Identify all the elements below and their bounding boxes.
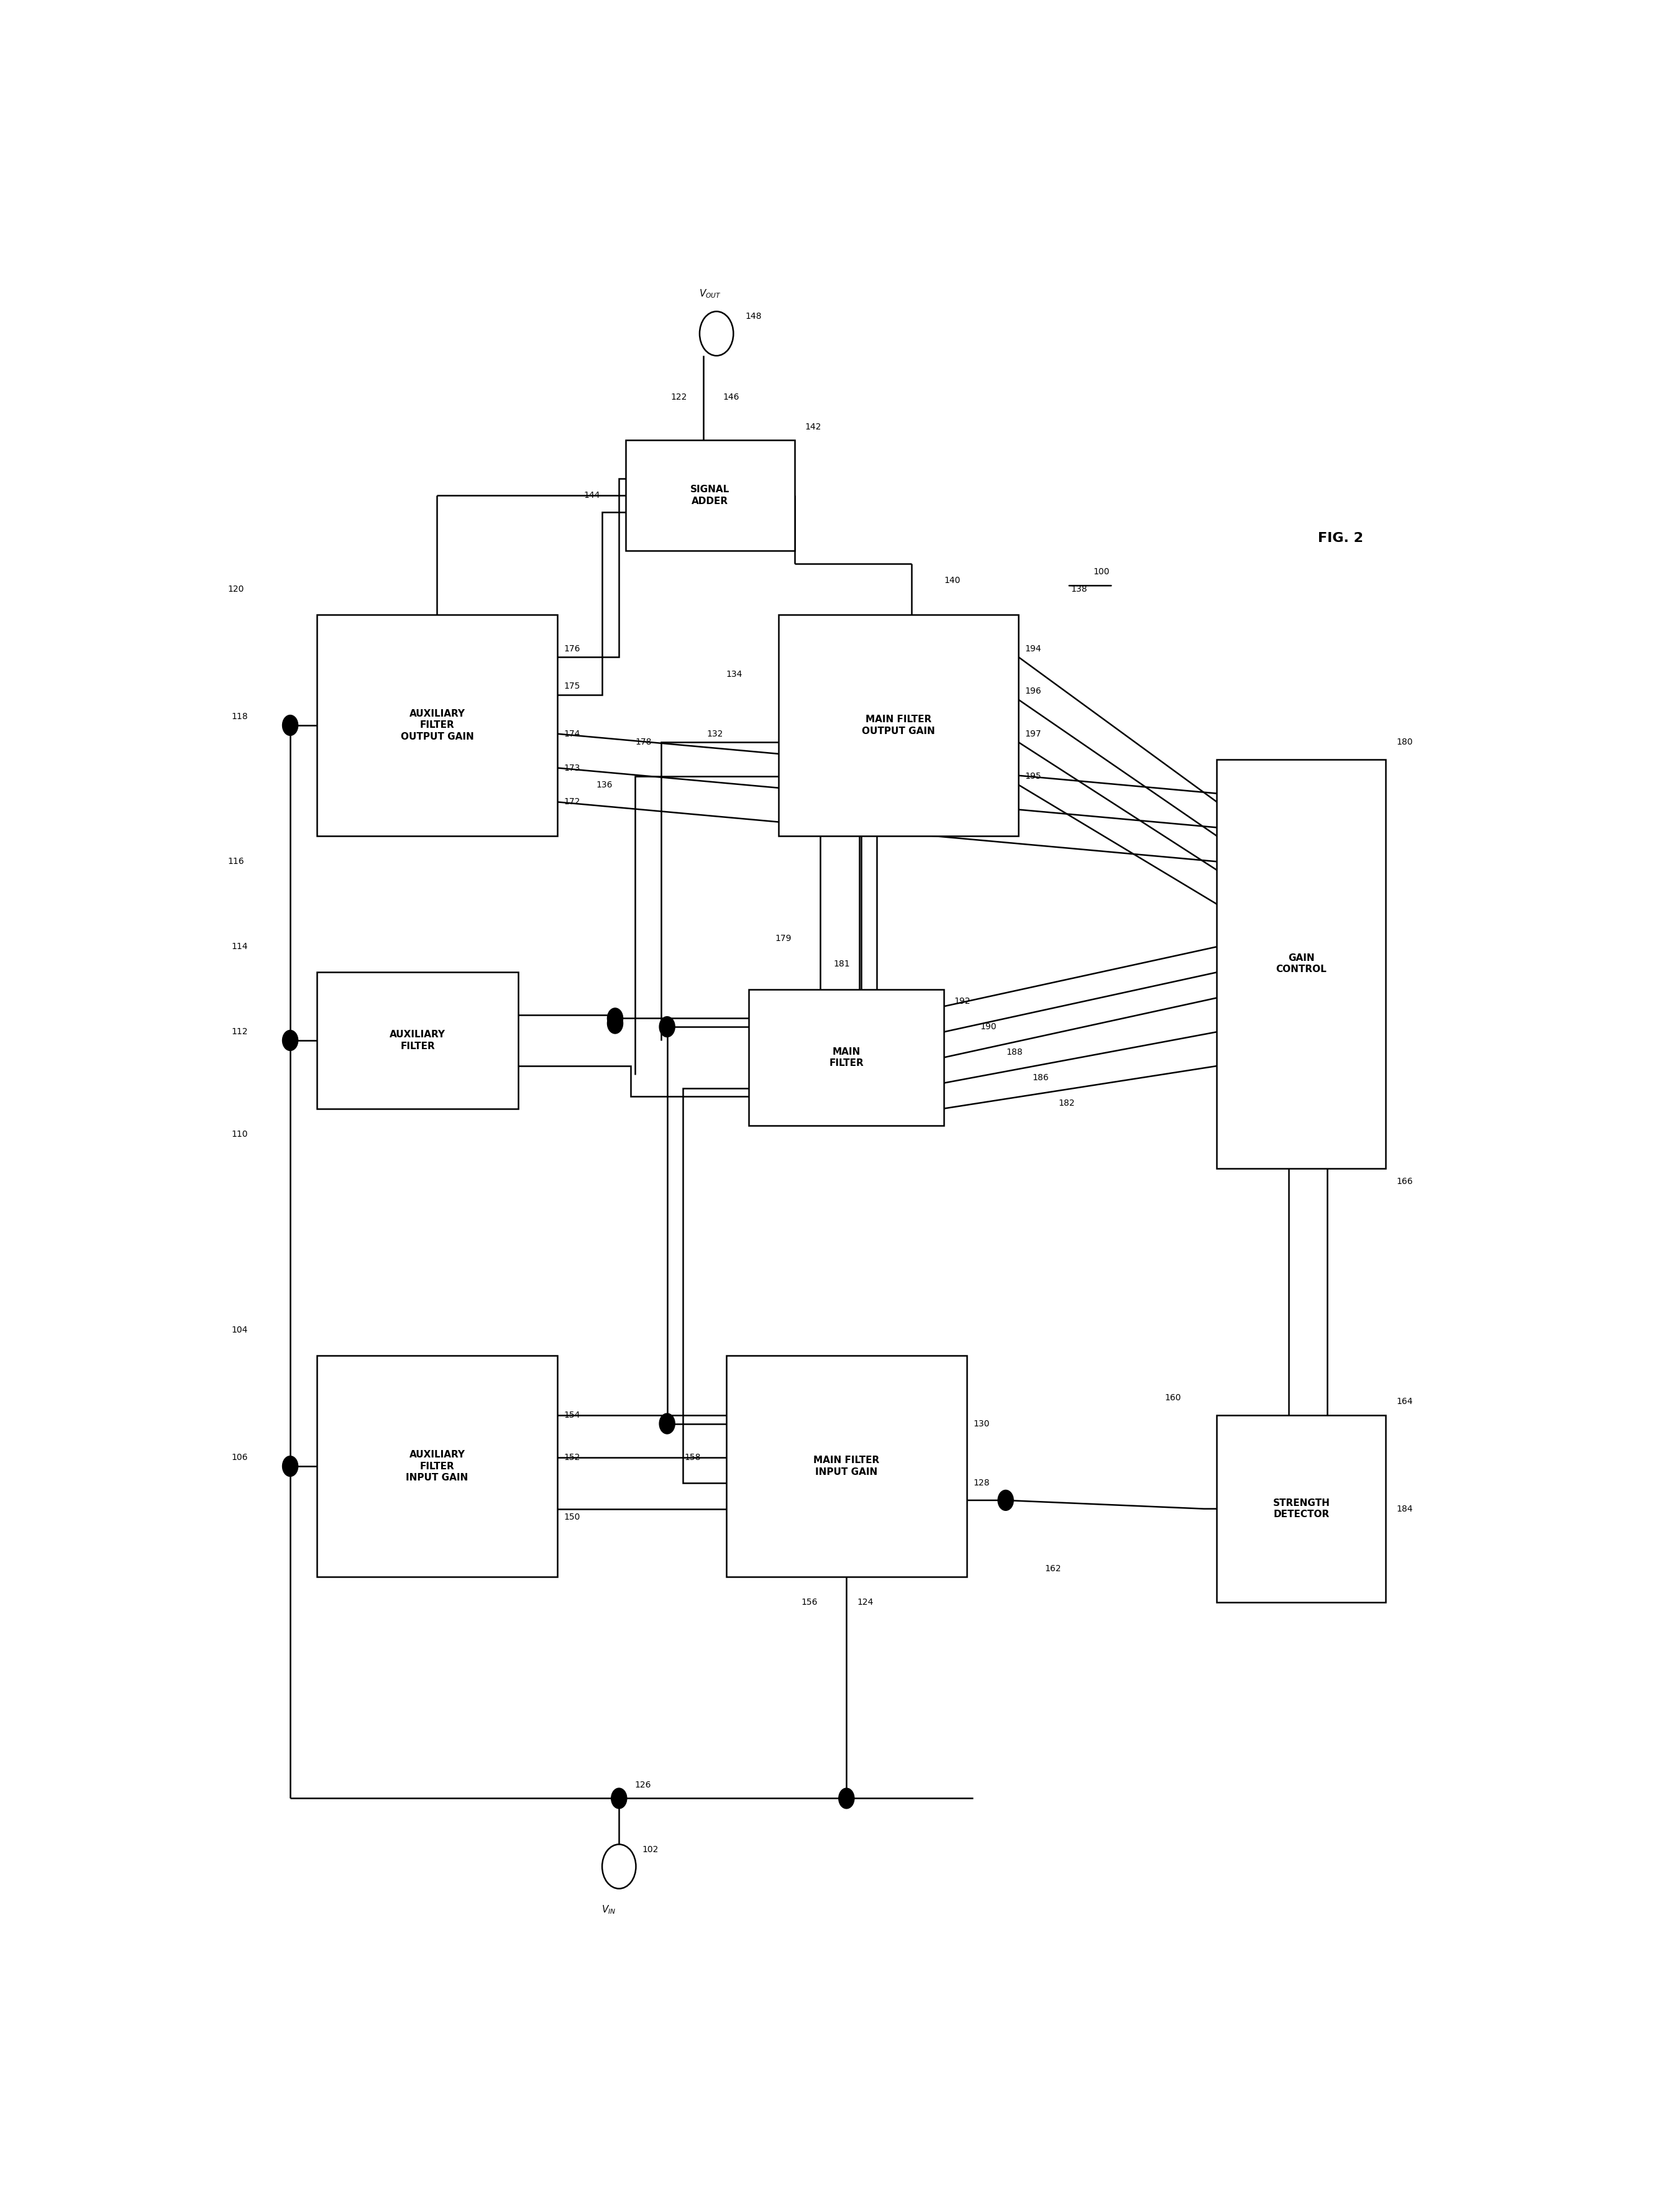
Circle shape — [610, 1787, 627, 1809]
Bar — [317, 615, 557, 836]
Text: STRENGTH
DETECTOR: STRENGTH DETECTOR — [1273, 1498, 1330, 1520]
Circle shape — [659, 1018, 674, 1037]
Text: 195: 195 — [1025, 772, 1041, 781]
Text: 124: 124 — [857, 1597, 874, 1606]
Bar — [1218, 1416, 1385, 1601]
Text: 126: 126 — [634, 1781, 651, 1790]
Text: 160: 160 — [1166, 1394, 1181, 1402]
Text: MAIN FILTER
OUTPUT GAIN: MAIN FILTER OUTPUT GAIN — [862, 714, 936, 737]
Circle shape — [998, 1491, 1013, 1511]
Text: 122: 122 — [671, 394, 688, 403]
Circle shape — [607, 1013, 622, 1033]
Text: 152: 152 — [563, 1453, 580, 1462]
Circle shape — [607, 1009, 622, 1029]
Text: 156: 156 — [802, 1597, 817, 1606]
Text: AUXILIARY
FILTER
INPUT GAIN: AUXILIARY FILTER INPUT GAIN — [406, 1451, 468, 1482]
Text: 186: 186 — [1033, 1073, 1048, 1082]
Text: 128: 128 — [973, 1480, 989, 1489]
Circle shape — [659, 1413, 674, 1433]
Bar — [778, 615, 1018, 836]
Text: 150: 150 — [563, 1513, 580, 1522]
Text: 176: 176 — [563, 644, 580, 653]
Text: MAIN
FILTER: MAIN FILTER — [828, 1046, 864, 1068]
Text: 197: 197 — [1025, 730, 1041, 739]
Text: 144: 144 — [584, 491, 600, 500]
Text: 196: 196 — [1025, 688, 1041, 695]
Text: 146: 146 — [723, 394, 740, 403]
Text: MAIN FILTER
INPUT GAIN: MAIN FILTER INPUT GAIN — [813, 1455, 879, 1478]
Text: 154: 154 — [563, 1411, 580, 1420]
Text: GAIN
CONTROL: GAIN CONTROL — [1276, 953, 1327, 973]
Bar — [1218, 759, 1385, 1168]
Text: 100: 100 — [1093, 568, 1110, 577]
Text: 178: 178 — [636, 739, 652, 748]
Text: 136: 136 — [597, 781, 612, 790]
Text: $V_{IN}$: $V_{IN}$ — [602, 1905, 615, 1916]
Circle shape — [282, 1455, 299, 1475]
Bar — [317, 1356, 557, 1577]
Text: 140: 140 — [944, 575, 961, 584]
Text: 180: 180 — [1397, 739, 1412, 748]
Text: $V_{OUT}$: $V_{OUT}$ — [699, 288, 721, 299]
Text: 164: 164 — [1397, 1398, 1412, 1407]
Text: 118: 118 — [231, 712, 248, 721]
Text: FIG. 2: FIG. 2 — [1318, 531, 1363, 544]
Text: 175: 175 — [563, 681, 580, 690]
Circle shape — [282, 1031, 299, 1051]
Text: 172: 172 — [563, 799, 580, 807]
Text: 188: 188 — [1006, 1048, 1023, 1057]
Text: 120: 120 — [228, 584, 245, 593]
Text: 130: 130 — [973, 1420, 989, 1429]
Text: 194: 194 — [1025, 644, 1041, 653]
Text: 173: 173 — [563, 763, 580, 772]
Text: 184: 184 — [1397, 1504, 1412, 1513]
Text: SIGNAL
ADDER: SIGNAL ADDER — [691, 484, 729, 507]
Text: 116: 116 — [228, 858, 245, 865]
Circle shape — [838, 1787, 854, 1809]
Text: 166: 166 — [1397, 1177, 1412, 1186]
Text: 102: 102 — [642, 1845, 659, 1854]
Text: 138: 138 — [1070, 584, 1087, 593]
Text: 106: 106 — [231, 1453, 248, 1462]
Text: AUXILIARY
FILTER: AUXILIARY FILTER — [389, 1031, 446, 1051]
Text: 181: 181 — [833, 960, 850, 969]
Text: 142: 142 — [805, 422, 822, 431]
Text: 112: 112 — [231, 1029, 248, 1035]
Text: AUXILIARY
FILTER
OUTPUT GAIN: AUXILIARY FILTER OUTPUT GAIN — [401, 710, 473, 741]
Text: 114: 114 — [231, 942, 248, 951]
Text: 132: 132 — [706, 730, 723, 739]
Text: 110: 110 — [231, 1130, 248, 1139]
Text: 162: 162 — [1045, 1564, 1062, 1573]
Circle shape — [282, 714, 299, 737]
Text: 190: 190 — [981, 1022, 996, 1031]
Text: 104: 104 — [231, 1325, 248, 1334]
Bar — [626, 440, 795, 551]
Bar — [726, 1356, 966, 1577]
Text: 148: 148 — [745, 312, 761, 321]
Text: 174: 174 — [563, 730, 580, 739]
Bar — [317, 973, 518, 1108]
Text: 179: 179 — [775, 933, 792, 942]
Text: 192: 192 — [954, 998, 971, 1006]
Text: 134: 134 — [726, 670, 743, 679]
Bar — [750, 989, 944, 1126]
Text: 158: 158 — [684, 1453, 701, 1462]
Text: 182: 182 — [1058, 1099, 1075, 1108]
